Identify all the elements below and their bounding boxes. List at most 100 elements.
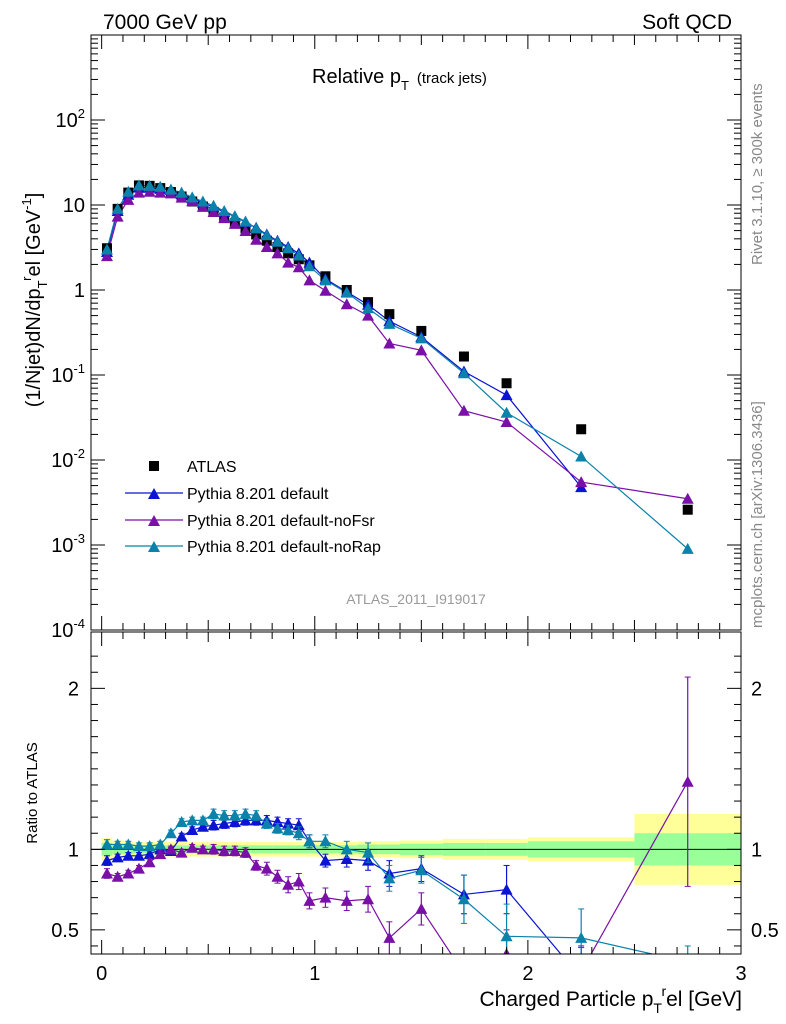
main-panel-series xyxy=(100,179,694,554)
main-point-mc xyxy=(207,205,220,217)
main-point-mc xyxy=(143,179,156,191)
x-tick-label: 2 xyxy=(522,963,533,985)
ratio-point xyxy=(271,870,284,882)
ratio-point xyxy=(303,894,316,906)
main-point-mc xyxy=(186,191,199,203)
main-point-mc xyxy=(154,186,167,198)
main-point-mc xyxy=(415,344,428,356)
main-point-mc xyxy=(122,193,135,205)
ratio-point xyxy=(383,931,396,943)
main-point-atlas xyxy=(261,235,272,246)
main-y-tick-label: 102 xyxy=(56,106,85,132)
ratio-point xyxy=(383,872,396,884)
ratio-point xyxy=(292,875,305,887)
ratio-point xyxy=(122,849,135,861)
header-right: Soft QCD xyxy=(642,11,732,34)
main-point-mc xyxy=(196,195,209,207)
main-point-mc xyxy=(457,367,470,379)
ratio-point xyxy=(282,817,295,829)
main-point-mc xyxy=(132,186,145,198)
legend-label-atlas: ATLAS xyxy=(187,459,237,476)
main-point-atlas xyxy=(501,378,512,389)
mcplots-label: mcplots.cern.ch [arXiv:1306.3436] xyxy=(749,401,766,628)
ratio-point xyxy=(681,775,694,787)
ratio-point xyxy=(218,809,231,821)
main-point-mc xyxy=(292,249,305,261)
ratio-point xyxy=(111,838,124,850)
x-axis-label: Charged Particle pTrel [GeV] xyxy=(479,983,742,1016)
main-ylabel-c: ] xyxy=(23,193,45,199)
ratio-point xyxy=(143,840,156,852)
ratio-point xyxy=(250,809,263,821)
main-point-mc xyxy=(228,217,241,229)
main-title-sub: T xyxy=(401,78,409,93)
ratio-point xyxy=(260,817,273,829)
main-point-mc xyxy=(383,337,396,349)
ratio-point xyxy=(186,841,199,853)
main-point-mc xyxy=(239,215,252,227)
main-point-mc xyxy=(143,185,156,197)
main-point-mc xyxy=(681,492,694,504)
main-title-suffix: (track jets) xyxy=(417,70,487,87)
main-point-mc xyxy=(100,250,113,262)
ratio-series-group xyxy=(100,676,694,954)
header-left: 7000 GeV pp xyxy=(103,11,227,34)
ratio-point xyxy=(340,843,353,855)
main-y-tick-exp: -4 xyxy=(73,616,85,631)
main-y-tick-base: 10 xyxy=(51,620,73,642)
x-tick-label: 3 xyxy=(735,963,746,985)
ratio-point xyxy=(186,814,199,826)
main-point-atlas xyxy=(682,504,693,515)
main-point-mc xyxy=(250,233,263,245)
legend-marker-nofsr xyxy=(148,515,160,526)
ratio-point xyxy=(500,930,513,942)
ratio-point xyxy=(207,819,220,831)
ratio-series-line xyxy=(106,781,689,954)
ratio-panel-series xyxy=(100,676,694,954)
main-point-mc xyxy=(383,317,396,329)
ratio-point xyxy=(282,878,295,890)
ratio-point xyxy=(154,838,167,850)
ratio-point xyxy=(228,809,241,821)
ratio-point xyxy=(239,814,252,826)
legend-marker-default xyxy=(148,488,160,499)
main-point-mc xyxy=(228,210,241,222)
ratio-point xyxy=(415,864,428,876)
main-point-mc xyxy=(319,284,332,296)
main-ylabel-sub: T xyxy=(35,280,50,288)
ratio-point xyxy=(500,883,513,895)
legend-marker-atlas xyxy=(149,461,159,471)
main-point-mc xyxy=(282,242,295,254)
legend-label-nofsr: Pythia 8.201 default-noFsr xyxy=(187,513,375,530)
ratio-y-axis-label: Ratio to ATLAS xyxy=(24,742,41,843)
main-point-mc xyxy=(282,256,295,268)
ratio-point xyxy=(260,862,273,874)
main-panel-frame xyxy=(90,34,742,631)
main-ylabel-sup2: -1 xyxy=(19,198,34,210)
ratio-panel-frame xyxy=(90,631,742,955)
ratio-point xyxy=(196,820,209,832)
main-y-tick-base: 10 xyxy=(56,110,78,132)
ratio-point xyxy=(457,893,470,905)
ratio-point xyxy=(207,807,220,819)
main-point-mc xyxy=(218,204,231,216)
ratio-point xyxy=(196,843,209,855)
analysis-label: ATLAS_2011_I919017 xyxy=(346,591,486,607)
main-point-mc xyxy=(175,186,188,198)
main-y-tick-base: 10 xyxy=(51,450,73,472)
ratio-y-tick-label-right: 0.5 xyxy=(751,920,779,942)
main-y-tick-exp: -2 xyxy=(73,446,85,461)
ratio-point xyxy=(228,815,241,827)
ratio-point xyxy=(319,891,332,903)
main-point-mc xyxy=(122,185,135,197)
ratio-point xyxy=(122,838,135,850)
ratio-point xyxy=(154,848,167,860)
main-point-mc xyxy=(500,389,513,401)
ratio-point xyxy=(239,807,252,819)
x-tick-label: 1 xyxy=(309,963,320,985)
ratio-point xyxy=(111,870,124,882)
ratio-series-line xyxy=(106,813,655,954)
main-point-mc xyxy=(111,210,124,222)
main-y-tick-label: 1 xyxy=(74,280,85,302)
